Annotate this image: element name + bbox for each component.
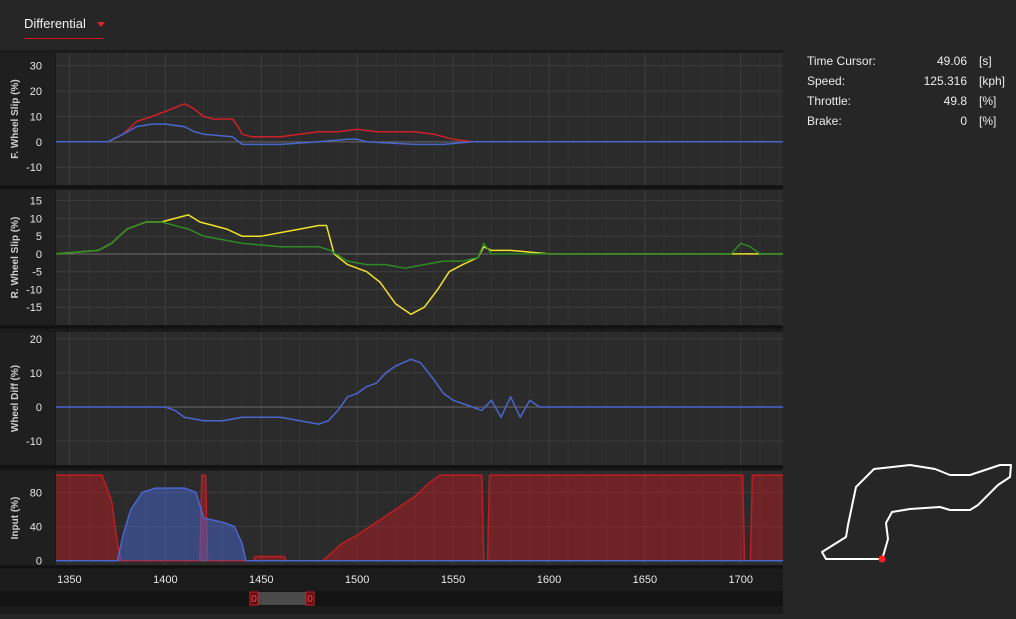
series-group: [56, 358, 783, 425]
x-tick-label: 1350: [57, 574, 81, 586]
series-group: [56, 103, 783, 146]
series-area-brake: [56, 488, 783, 561]
view-selector-label: Differential: [24, 16, 86, 31]
series-line: [56, 123, 783, 146]
track-map: [810, 455, 1016, 570]
series-line: [56, 103, 783, 143]
scrollbar-right-handle-label: 0: [307, 594, 313, 605]
y-tick-label: 20: [30, 86, 42, 98]
readout-label: Brake:: [807, 114, 842, 128]
y-tick-label: -15: [26, 302, 42, 314]
timeline-scrollbar-thumb[interactable]: [250, 592, 314, 605]
top-bar: Differential: [0, 0, 1016, 50]
readout-value: 0: [960, 114, 967, 128]
readout-row: Time Cursor: 49.06 [s]: [807, 52, 1007, 72]
x-tick-label: 1500: [345, 574, 369, 586]
x-tick-label: 1550: [441, 574, 465, 586]
plot-area: [56, 190, 783, 325]
series-line: [56, 487, 783, 562]
y-tick-label: 5: [36, 231, 42, 243]
y-tick-label: -10: [26, 162, 42, 174]
x-tick-label: 1400: [153, 574, 177, 586]
track-outline: [821, 464, 1012, 560]
plot-area: [56, 53, 783, 185]
y-tick-label: 0: [36, 556, 42, 568]
x-tick-label: 1650: [633, 574, 657, 586]
readout-row: Throttle: 49.8 [%]: [807, 92, 1007, 112]
charts-svg[interactable]: 30 20 10 0 -10 F. Wheel Slip (%) 15 10 5 0 -5 -10 -1…: [0, 50, 783, 614]
readout-unit: [%]: [979, 114, 997, 128]
car-position-marker: [878, 555, 886, 563]
readout-label: Throttle:: [807, 94, 852, 108]
readout-unit: [%]: [979, 94, 997, 108]
telemetry-readout: Time Cursor: 49.06 [s] Speed: 125.316 [k…: [807, 52, 1007, 132]
x-tick-label: 1600: [537, 574, 561, 586]
series-line: [56, 221, 783, 269]
readout-row: Speed: 125.316 [kph]: [807, 72, 1007, 92]
axis-panel: [0, 190, 54, 325]
readout-unit: [kph]: [979, 74, 1006, 88]
y-tick-label: 0: [36, 249, 42, 261]
y-tick-label: -10: [26, 436, 42, 448]
scrollbar-left-handle[interactable]: [249, 591, 259, 606]
readout-value: 125.316: [923, 74, 967, 88]
view-selector-dropdown[interactable]: Differential: [24, 10, 105, 39]
readout-label: Time Cursor:: [807, 54, 876, 68]
y-tick-label: 0: [36, 402, 42, 414]
series-group: [56, 214, 783, 316]
y-axis-label: F. Wheel Slip (%): [10, 79, 21, 158]
y-tick-label: 80: [30, 487, 42, 499]
y-axis-label: Wheel Diff (%): [10, 365, 21, 432]
y-tick-label: -10: [26, 284, 42, 296]
x-tick-label: 1700: [729, 574, 753, 586]
y-tick-label: -5: [32, 267, 42, 279]
series-area-throttle: [56, 475, 783, 561]
y-tick-label: 20: [30, 334, 42, 346]
x-tick-label: 1450: [249, 574, 273, 586]
axis-panel: [0, 53, 54, 185]
y-tick-label: 10: [30, 213, 42, 225]
y-tick-label: 40: [30, 522, 42, 534]
track-map-svg: [821, 464, 1012, 563]
y-axis-label: R. Wheel Slip (%): [10, 217, 21, 299]
y-tick-label: 10: [30, 368, 42, 380]
y-tick-label: 15: [30, 196, 42, 208]
series-group: [56, 474, 783, 562]
y-tick-label: 0: [36, 137, 42, 149]
readout-unit: [s]: [979, 54, 992, 68]
scrollbar-left-handle-label: 0: [251, 594, 257, 605]
y-tick-label: 30: [30, 61, 42, 73]
readout-row: Brake: 0 [%]: [807, 112, 1007, 132]
readout-value: 49.8: [943, 94, 967, 108]
y-tick-label: 10: [30, 111, 42, 123]
axis-panel: [0, 332, 54, 465]
telemetry-charts[interactable]: 30 20 10 0 -10 F. Wheel Slip (%) 15 10 5 0 -5 -10 -1…: [0, 50, 783, 614]
chevron-down-icon: [97, 22, 105, 27]
series-line: [56, 358, 783, 425]
axis-panel: [0, 471, 54, 565]
readout-label: Speed:: [807, 74, 846, 88]
readout-value: 49.06: [936, 54, 967, 68]
y-axis-label: Input (%): [10, 497, 21, 540]
scrollbar-right-handle[interactable]: [305, 591, 315, 606]
timeline-scrollbar-track: [0, 591, 783, 606]
plot-area: [56, 332, 783, 465]
